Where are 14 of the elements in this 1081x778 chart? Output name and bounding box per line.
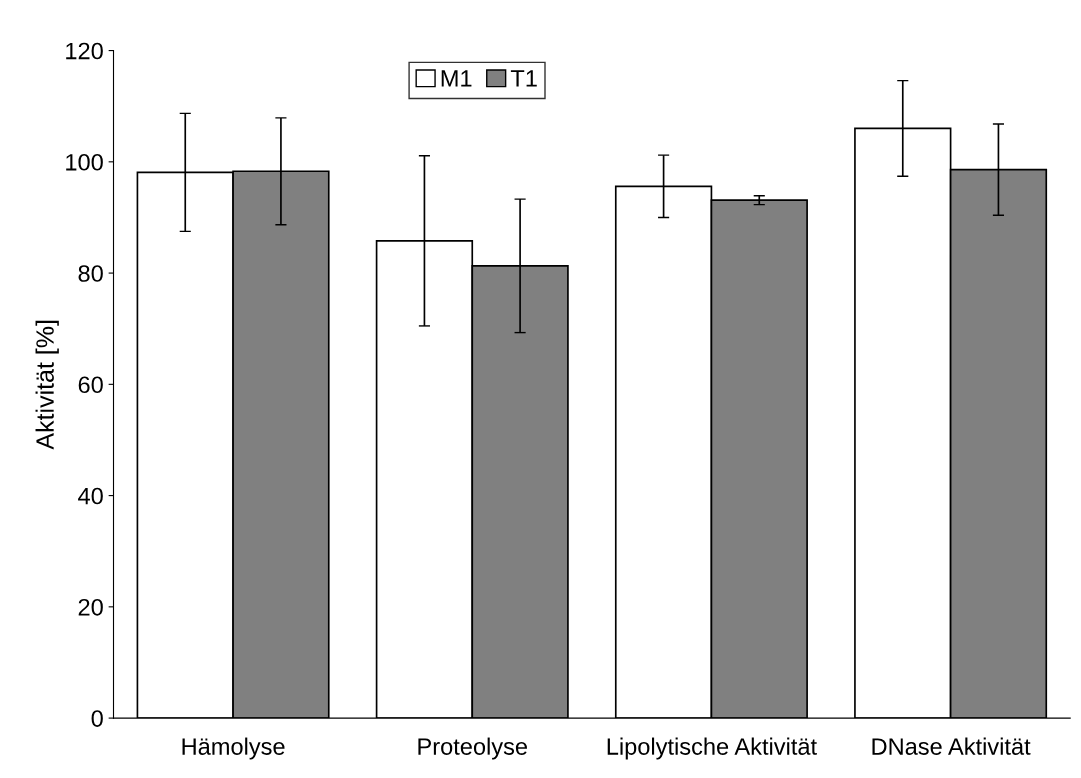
y-tick-label: 60 [78,376,103,394]
y-tick-label: 20 [78,598,103,616]
x-tick-label: Proteolyse [418,737,527,760]
x-tick-label: Hämolyse [182,737,285,760]
y-tick-label: 100 [66,153,103,171]
y-axis-title: Aktivität [%] [35,320,59,450]
y-tick-label: 120 [66,42,103,60]
x-tick-label: DNase Aktivität [872,737,1031,755]
y-tick-label: 40 [78,487,103,505]
legend-label: T1 [510,70,537,87]
y-tick-label: 0 [91,710,103,727]
x-tick-label: Lipolytische Aktivität [607,737,817,760]
legend-label: M1 [441,70,472,87]
y-tick-label: 80 [78,265,103,282]
